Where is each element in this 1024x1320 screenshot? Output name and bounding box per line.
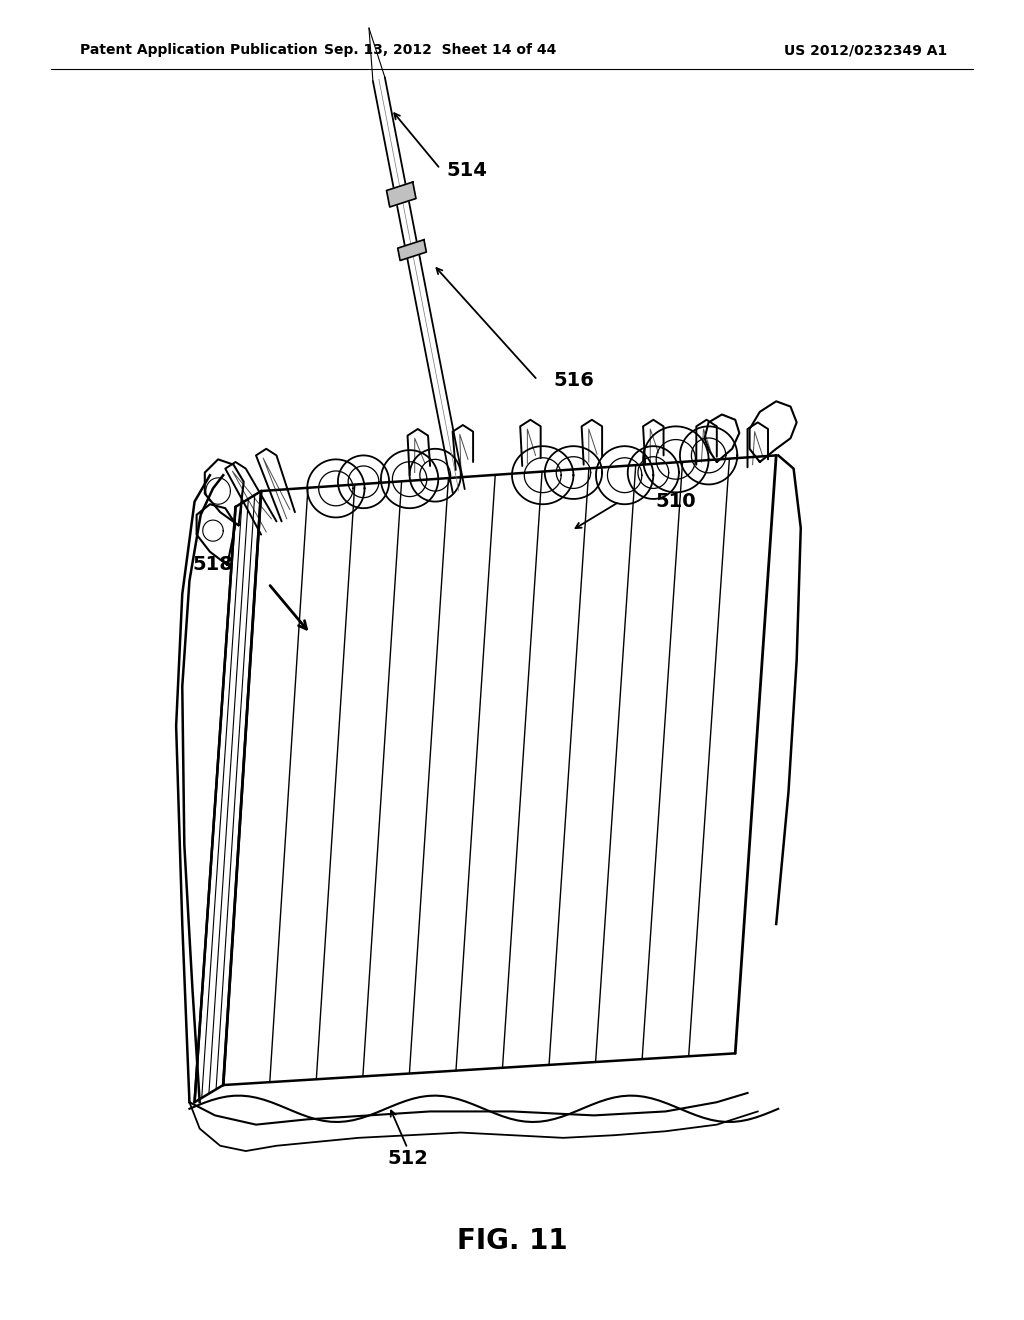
Text: 516: 516 — [553, 371, 594, 389]
Text: 518: 518 — [193, 556, 233, 574]
Polygon shape — [397, 240, 426, 260]
Text: US 2012/0232349 A1: US 2012/0232349 A1 — [784, 44, 947, 57]
Text: 514: 514 — [446, 161, 487, 180]
Text: 512: 512 — [387, 1150, 428, 1168]
Text: 510: 510 — [655, 492, 696, 511]
Text: Patent Application Publication: Patent Application Publication — [80, 44, 317, 57]
Text: FIG. 11: FIG. 11 — [457, 1226, 567, 1255]
Polygon shape — [386, 182, 416, 207]
Text: Sep. 13, 2012  Sheet 14 of 44: Sep. 13, 2012 Sheet 14 of 44 — [325, 44, 556, 57]
